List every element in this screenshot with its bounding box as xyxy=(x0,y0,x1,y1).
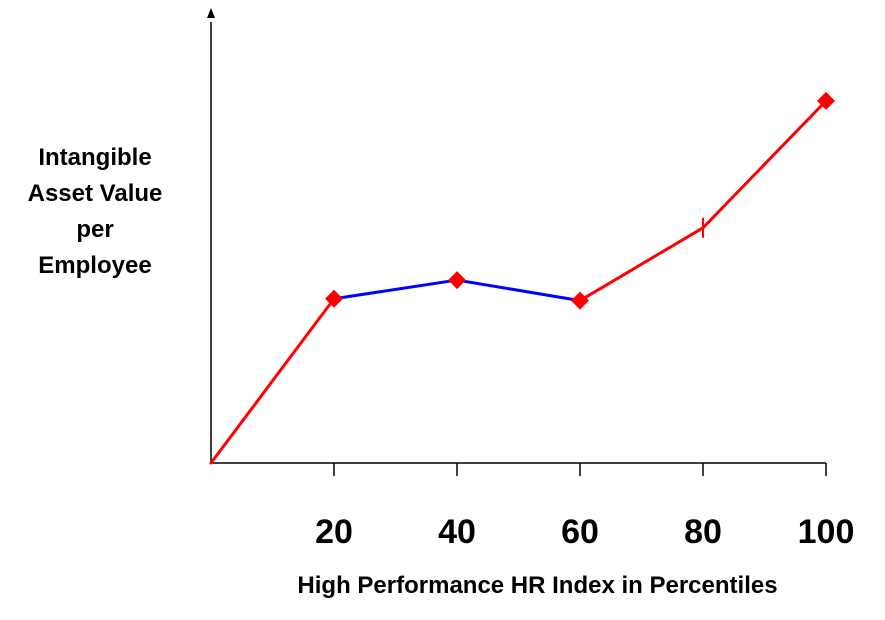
y-axis-label-line-3: per xyxy=(76,216,114,243)
x-tick-labels: 20 40 60 80 100 xyxy=(315,513,854,551)
line-segment-3 xyxy=(578,226,705,303)
y-axis-label: Intangible Asset Value per Employee xyxy=(0,140,190,284)
data-point-40 xyxy=(448,271,466,290)
data-point-60 xyxy=(571,291,589,310)
x-tick-label-100: 100 xyxy=(798,513,855,551)
line-segment-0 xyxy=(209,297,336,465)
data-point-100 xyxy=(817,91,835,110)
line-segment-4 xyxy=(701,99,828,230)
series-lines xyxy=(209,99,828,465)
y-axis-label-line-4: Employee xyxy=(38,252,152,279)
series-markers xyxy=(325,91,835,310)
y-axis-label-line-1: Intangible xyxy=(38,144,152,171)
y-axis-label-line-2: Asset Value xyxy=(27,180,163,207)
axes xyxy=(207,8,827,476)
y-axis-arrow xyxy=(207,8,215,18)
x-tick-label-60: 60 xyxy=(561,513,599,551)
x-tick-label-80: 80 xyxy=(684,513,722,551)
x-axis-label: High Performance HR Index in Percentiles xyxy=(297,572,778,599)
line-segment-2 xyxy=(455,278,582,303)
line-segment-1 xyxy=(332,278,459,301)
x-tick-label-40: 40 xyxy=(438,513,476,551)
data-point-20 xyxy=(325,289,343,308)
x-tick-label-20: 20 xyxy=(315,513,353,551)
